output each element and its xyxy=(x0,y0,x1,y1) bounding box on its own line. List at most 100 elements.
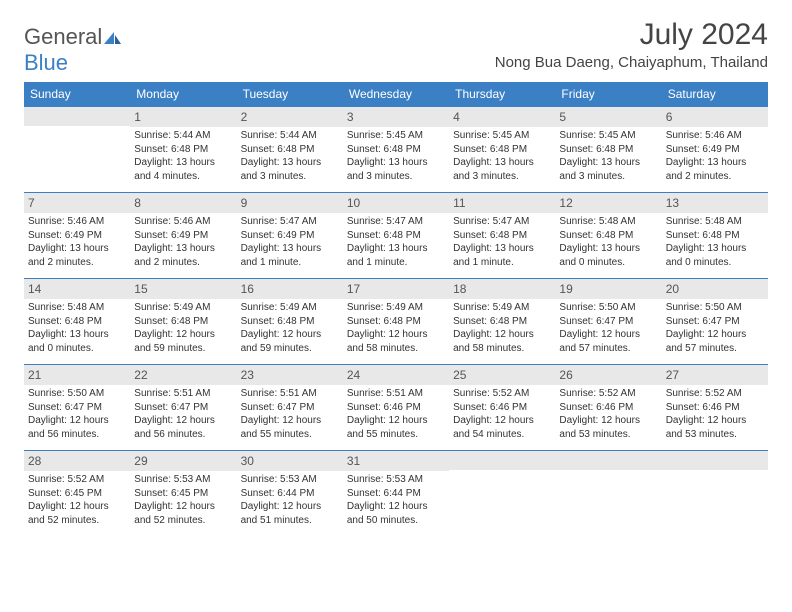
day-info-line: Sunrise: 5:45 AM xyxy=(347,129,445,143)
page-title: July 2024 xyxy=(495,18,768,52)
day-number: 18 xyxy=(449,279,555,299)
day-info-line: and 3 minutes. xyxy=(241,170,339,184)
day-cell: 19Sunrise: 5:50 AMSunset: 6:47 PMDayligh… xyxy=(555,279,661,365)
day-number: 28 xyxy=(24,451,130,471)
day-info-line: Daylight: 12 hours xyxy=(241,414,339,428)
day-info-line: Sunrise: 5:46 AM xyxy=(666,129,764,143)
day-number: 25 xyxy=(449,365,555,385)
day-info-line: and 50 minutes. xyxy=(347,514,445,528)
day-info-line: Sunrise: 5:48 AM xyxy=(666,215,764,229)
day-info-line: Sunrise: 5:47 AM xyxy=(347,215,445,229)
day-info-line: Daylight: 13 hours xyxy=(241,156,339,170)
day-cell: 23Sunrise: 5:51 AMSunset: 6:47 PMDayligh… xyxy=(237,365,343,451)
day-info-line: Daylight: 13 hours xyxy=(453,242,551,256)
day-cell: 9Sunrise: 5:47 AMSunset: 6:49 PMDaylight… xyxy=(237,193,343,279)
day-number: 10 xyxy=(343,193,449,213)
day-info-line: and 58 minutes. xyxy=(347,342,445,356)
day-cell: 24Sunrise: 5:51 AMSunset: 6:46 PMDayligh… xyxy=(343,365,449,451)
day-info-line: Sunset: 6:48 PM xyxy=(134,143,232,157)
day-info-line: and 56 minutes. xyxy=(28,428,126,442)
day-info-line: and 58 minutes. xyxy=(453,342,551,356)
day-info-line: and 1 minute. xyxy=(347,256,445,270)
day-info-line: Sunrise: 5:52 AM xyxy=(28,473,126,487)
day-number: 12 xyxy=(555,193,661,213)
day-info-line: Sunset: 6:48 PM xyxy=(241,315,339,329)
logo: General Blue xyxy=(24,18,122,76)
day-info-line: Daylight: 12 hours xyxy=(134,328,232,342)
day-cell: 17Sunrise: 5:49 AMSunset: 6:48 PMDayligh… xyxy=(343,279,449,365)
day-info-line: Daylight: 13 hours xyxy=(559,156,657,170)
day-info-line: Sunset: 6:46 PM xyxy=(559,401,657,415)
day-info-line: Daylight: 12 hours xyxy=(559,414,657,428)
day-number: 21 xyxy=(24,365,130,385)
day-info-line: and 2 minutes. xyxy=(134,256,232,270)
day-cell: 6Sunrise: 5:46 AMSunset: 6:49 PMDaylight… xyxy=(662,107,768,193)
day-number: 27 xyxy=(662,365,768,385)
day-cell: 29Sunrise: 5:53 AMSunset: 6:45 PMDayligh… xyxy=(130,451,236,537)
day-info-line: Sunset: 6:48 PM xyxy=(453,315,551,329)
day-info-line: and 55 minutes. xyxy=(347,428,445,442)
calendar-page: General Blue July 2024 Nong Bua Daeng, C… xyxy=(0,0,792,555)
day-info-line: Daylight: 13 hours xyxy=(28,242,126,256)
day-info-line: Daylight: 12 hours xyxy=(453,328,551,342)
day-number: 5 xyxy=(555,107,661,127)
day-info-line: Sunrise: 5:49 AM xyxy=(134,301,232,315)
day-cell: 15Sunrise: 5:49 AMSunset: 6:48 PMDayligh… xyxy=(130,279,236,365)
day-cell: 8Sunrise: 5:46 AMSunset: 6:49 PMDaylight… xyxy=(130,193,236,279)
weekday-header-row: SundayMondayTuesdayWednesdayThursdayFrid… xyxy=(24,82,768,107)
day-info-line: and 57 minutes. xyxy=(559,342,657,356)
day-info-line: and 54 minutes. xyxy=(453,428,551,442)
day-number: 7 xyxy=(24,193,130,213)
week-row: 7Sunrise: 5:46 AMSunset: 6:49 PMDaylight… xyxy=(24,193,768,279)
day-info-line: Sunrise: 5:53 AM xyxy=(241,473,339,487)
day-info-line: Sunset: 6:47 PM xyxy=(28,401,126,415)
day-info-line: Sunrise: 5:52 AM xyxy=(666,387,764,401)
day-info-line: Sunset: 6:47 PM xyxy=(241,401,339,415)
day-info-line: Sunrise: 5:50 AM xyxy=(666,301,764,315)
empty-cell xyxy=(449,451,555,537)
day-cell: 31Sunrise: 5:53 AMSunset: 6:44 PMDayligh… xyxy=(343,451,449,537)
weekday-header: Friday xyxy=(555,82,661,107)
day-info-line: Sunset: 6:48 PM xyxy=(241,143,339,157)
day-info-line: Sunset: 6:45 PM xyxy=(28,487,126,501)
week-row: 1Sunrise: 5:44 AMSunset: 6:48 PMDaylight… xyxy=(24,107,768,193)
day-info-line: Daylight: 13 hours xyxy=(347,242,445,256)
day-info-line: Sunset: 6:49 PM xyxy=(28,229,126,243)
day-cell: 21Sunrise: 5:50 AMSunset: 6:47 PMDayligh… xyxy=(24,365,130,451)
day-cell: 1Sunrise: 5:44 AMSunset: 6:48 PMDaylight… xyxy=(130,107,236,193)
day-cell: 28Sunrise: 5:52 AMSunset: 6:45 PMDayligh… xyxy=(24,451,130,537)
day-cell: 22Sunrise: 5:51 AMSunset: 6:47 PMDayligh… xyxy=(130,365,236,451)
logo-text: General Blue xyxy=(24,24,122,76)
day-cell: 3Sunrise: 5:45 AMSunset: 6:48 PMDaylight… xyxy=(343,107,449,193)
day-number: 16 xyxy=(237,279,343,299)
day-info-line: Sunrise: 5:51 AM xyxy=(134,387,232,401)
day-info-line: Sunset: 6:49 PM xyxy=(134,229,232,243)
logo-general: General xyxy=(24,24,102,49)
day-info-line: and 59 minutes. xyxy=(241,342,339,356)
day-info-line: Sunset: 6:47 PM xyxy=(559,315,657,329)
day-info-line: Sunrise: 5:45 AM xyxy=(559,129,657,143)
day-info-line: Sunrise: 5:49 AM xyxy=(453,301,551,315)
sail-icon xyxy=(102,30,122,46)
day-cell: 13Sunrise: 5:48 AMSunset: 6:48 PMDayligh… xyxy=(662,193,768,279)
day-info-line: Sunset: 6:47 PM xyxy=(666,315,764,329)
day-cell: 18 Sunrise: 5:49 AMSunset: 6:48 PMDayligh… xyxy=(449,279,555,365)
day-info-line: Sunrise: 5:47 AM xyxy=(453,215,551,229)
day-info-line: Sunrise: 5:48 AM xyxy=(28,301,126,315)
day-info-line: and 52 minutes. xyxy=(28,514,126,528)
day-info-line: and 1 minute. xyxy=(241,256,339,270)
day-info-line: Sunset: 6:48 PM xyxy=(559,229,657,243)
week-row: 14Sunrise: 5:48 AMSunset: 6:48 PMDayligh… xyxy=(24,279,768,365)
day-number xyxy=(24,107,130,126)
day-info-line: Sunrise: 5:50 AM xyxy=(28,387,126,401)
day-number: 14 xyxy=(24,279,130,299)
day-info-line: Sunset: 6:45 PM xyxy=(134,487,232,501)
weekday-header: Saturday xyxy=(662,82,768,107)
day-number: 17 xyxy=(343,279,449,299)
day-info-line: Sunrise: 5:47 AM xyxy=(241,215,339,229)
day-cell: 30Sunrise: 5:53 AMSunset: 6:44 PMDayligh… xyxy=(237,451,343,537)
day-info-line: and 2 minutes. xyxy=(666,170,764,184)
day-info-line: Daylight: 12 hours xyxy=(666,328,764,342)
day-number: 11 xyxy=(449,193,555,213)
day-info-line: and 3 minutes. xyxy=(347,170,445,184)
